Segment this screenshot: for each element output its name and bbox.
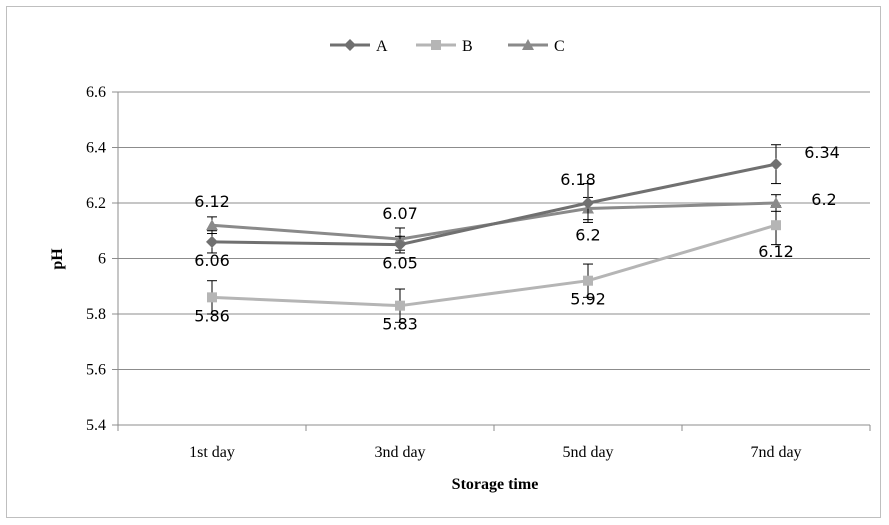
data-label: 5.83 — [382, 315, 418, 334]
legend-label: A — [376, 38, 388, 55]
legend-item-C: C — [508, 38, 565, 55]
data-point — [770, 158, 782, 171]
data-label: 6.12 — [758, 242, 794, 261]
x-axis-title: Storage time — [452, 476, 539, 493]
legend-item-B: B — [416, 38, 473, 55]
gridlines — [117, 91, 870, 426]
data-label: 5.86 — [194, 306, 230, 325]
series-line — [211, 162, 777, 247]
data-label: 6.12 — [194, 192, 230, 211]
y-tick-label: 5.8 — [86, 306, 106, 323]
legend-item-A: A — [330, 38, 388, 55]
chart-frame — [6, 6, 881, 518]
y-tick-label: 6 — [98, 251, 106, 268]
legend-marker — [344, 39, 356, 51]
data-label: 6.05 — [382, 254, 418, 273]
x-tick-label: 1st day — [189, 444, 235, 461]
y-axis-ticks: 5.4 5.6 5.8 6 6.2 6.4 6.6 — [86, 84, 118, 434]
data-point — [770, 197, 782, 208]
data-point — [206, 219, 218, 231]
x-axis-ticks: 1st day 3nd day 5nd day 7nd day — [117, 425, 871, 461]
data-point — [206, 235, 218, 248]
legend-label: C — [554, 38, 565, 55]
x-tick-label: 3nd day — [374, 444, 425, 461]
data-labels: 6.06 6.05 6.18 6.34 5.86 5.83 5.92 6.12 6.12 6.07… — [194, 143, 840, 334]
data-point — [771, 220, 781, 231]
data-point — [207, 292, 217, 303]
series-line — [211, 201, 777, 241]
data-label: 6.06 — [194, 251, 230, 270]
y-tick-label: 5.4 — [86, 417, 106, 434]
series-A — [206, 144, 782, 254]
series-line — [211, 223, 777, 308]
data-point — [583, 275, 593, 286]
data-label: 6.07 — [382, 204, 418, 223]
data-label: 6.34 — [804, 143, 840, 162]
y-tick-label: 6.6 — [86, 84, 106, 101]
series-group — [206, 144, 782, 323]
legend-marker — [431, 40, 441, 50]
data-label: 6.18 — [560, 170, 596, 189]
data-label: 5.92 — [570, 290, 606, 309]
data-point — [582, 197, 594, 209]
data-point — [394, 238, 406, 251]
x-tick-label: 7nd day — [750, 444, 801, 461]
legend-marker — [522, 39, 534, 50]
data-label: 6.2 — [811, 190, 836, 209]
x-tick-label: 5nd day — [562, 444, 613, 461]
data-label: 6.2 — [575, 226, 600, 245]
y-axis-title: pH — [49, 248, 66, 270]
legend: A B C — [330, 38, 565, 55]
series-B — [207, 205, 781, 323]
y-tick-label: 5.6 — [86, 362, 106, 379]
y-tick-label: 6.4 — [86, 140, 106, 157]
data-point — [395, 300, 405, 311]
y-tick-label: 6.2 — [86, 195, 106, 212]
legend-label: B — [462, 38, 473, 55]
